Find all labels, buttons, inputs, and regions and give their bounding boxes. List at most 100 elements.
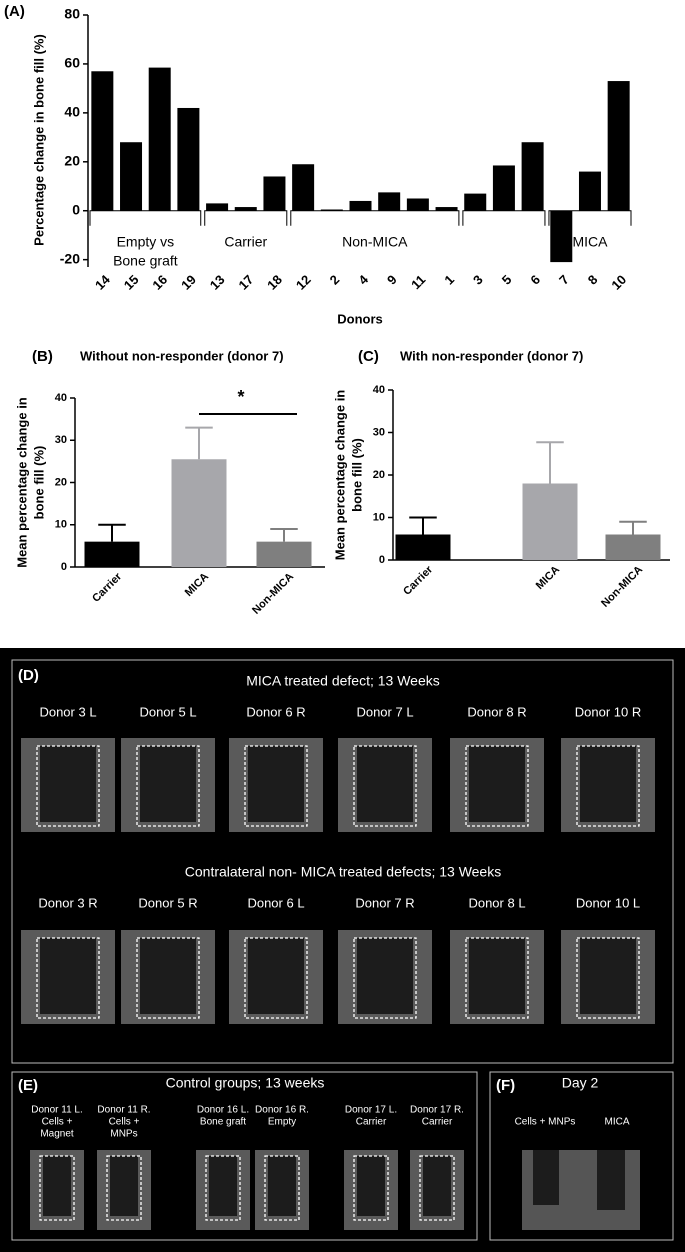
group-label: Carrier [224, 234, 267, 250]
bar [256, 541, 312, 567]
y-tick-label: -20 [60, 250, 80, 266]
ct-defect [140, 938, 196, 1014]
y-tick-label: 20 [373, 469, 385, 481]
bar [550, 210, 573, 263]
image-label: Donor 7 R [355, 895, 414, 910]
panel-title: Day 2 [562, 1075, 599, 1091]
image-label: Donor 5 R [138, 895, 197, 910]
ct-defect [248, 746, 304, 822]
roi-box [465, 745, 529, 827]
panel-label: (D) [18, 667, 39, 684]
x-tick-label: 8 [585, 272, 601, 288]
panel-e-frame [11, 1071, 478, 1241]
group-label: MICA [572, 234, 608, 250]
error-bar [98, 523, 126, 542]
x-tick-label: 19 [178, 272, 199, 293]
ct-defect [209, 1156, 237, 1216]
ct-defect [597, 1150, 625, 1210]
group-label: Bone graft [113, 253, 178, 269]
y-tick-label: 20 [55, 476, 67, 488]
ct-defect [140, 746, 196, 822]
bar [234, 207, 257, 211]
bar [349, 200, 372, 211]
group-bracket [89, 210, 202, 226]
y-tick-label: 10 [55, 519, 67, 531]
image-label: Donor 16 L. [197, 1105, 249, 1116]
bar [177, 107, 200, 211]
image-label: MNPs [110, 1129, 137, 1140]
x-tick-label: MICA [534, 564, 562, 592]
roi-box [576, 745, 640, 827]
panel-label: (E) [18, 1077, 38, 1094]
x-tick-label: Non-MICA [250, 571, 296, 617]
bar [91, 71, 114, 211]
group-bracket [462, 210, 546, 226]
x-tick-label: 12 [293, 272, 314, 293]
image-label: Donor 17 L. [345, 1105, 397, 1116]
y-axis-title: Mean percentage change in [332, 390, 347, 561]
error-bar [409, 516, 437, 535]
y-tick-label: 40 [64, 104, 80, 120]
group-label: Empty vs [117, 234, 175, 250]
x-tick-label: 15 [121, 272, 142, 293]
image-label: Donor 8 R [467, 704, 526, 719]
y-tick-label: 60 [64, 55, 80, 71]
group-bracket [290, 210, 460, 226]
bar [320, 209, 343, 211]
image-label: Donor 3 R [38, 895, 97, 910]
image-label: Donor 3 L [39, 704, 96, 719]
x-tick-label: 1 [441, 272, 457, 288]
bar [378, 192, 401, 211]
ct-defect [40, 746, 96, 822]
error-bar [270, 527, 298, 542]
panel-label: (A) [4, 3, 25, 20]
chart-title: Without non-responder (donor 7) [80, 348, 284, 363]
roi-box [106, 1155, 142, 1221]
x-tick-label: 4 [355, 271, 371, 287]
bar [435, 207, 458, 211]
image-label: Donor 16 R. [255, 1105, 309, 1116]
chart-title: With non-responder (donor 7) [400, 348, 583, 363]
image-label: MICA [605, 1117, 630, 1128]
roi-box [264, 1155, 300, 1221]
roi-box [205, 1155, 241, 1221]
bar [464, 193, 487, 211]
roi-box [244, 745, 308, 827]
roi-box [465, 937, 529, 1019]
error-bar [185, 426, 213, 460]
image-label: Donor 5 L [139, 704, 196, 719]
x-tick-label: 2 [327, 272, 343, 288]
image-label: Empty [268, 1117, 296, 1128]
image-label: Donor 8 L [468, 895, 525, 910]
x-tick-label: 18 [264, 272, 285, 293]
panel-label: (C) [358, 348, 379, 365]
bar [521, 142, 544, 211]
image-label: Bone graft [200, 1117, 246, 1128]
bar [120, 142, 143, 211]
group-bracket [204, 210, 288, 226]
roi-box [353, 1155, 389, 1221]
x-axis-title: Donors [337, 311, 383, 326]
roi-box [353, 937, 417, 1019]
image-label: Magnet [40, 1129, 74, 1140]
ct-defect [423, 1156, 451, 1216]
y-tick-label: 30 [373, 426, 385, 438]
bar [406, 198, 429, 211]
y-tick-label: 10 [373, 511, 385, 523]
image-label: Donor 10 R [575, 704, 641, 719]
x-tick-label: MICA [183, 571, 211, 599]
image-label: Cells + MNPs [515, 1117, 576, 1128]
image-label: Donor 11 L. [31, 1105, 83, 1116]
roi-box [353, 745, 417, 827]
bar [492, 165, 515, 211]
ct-defect [533, 1150, 559, 1205]
x-tick-label: 9 [384, 272, 400, 288]
x-tick-label: 10 [608, 272, 629, 293]
bar [605, 534, 661, 560]
ct-defect [357, 1156, 385, 1216]
ct-defect [268, 1156, 296, 1216]
bar [578, 171, 601, 211]
x-tick-label: 11 [408, 272, 428, 292]
ct-defect [469, 746, 525, 822]
